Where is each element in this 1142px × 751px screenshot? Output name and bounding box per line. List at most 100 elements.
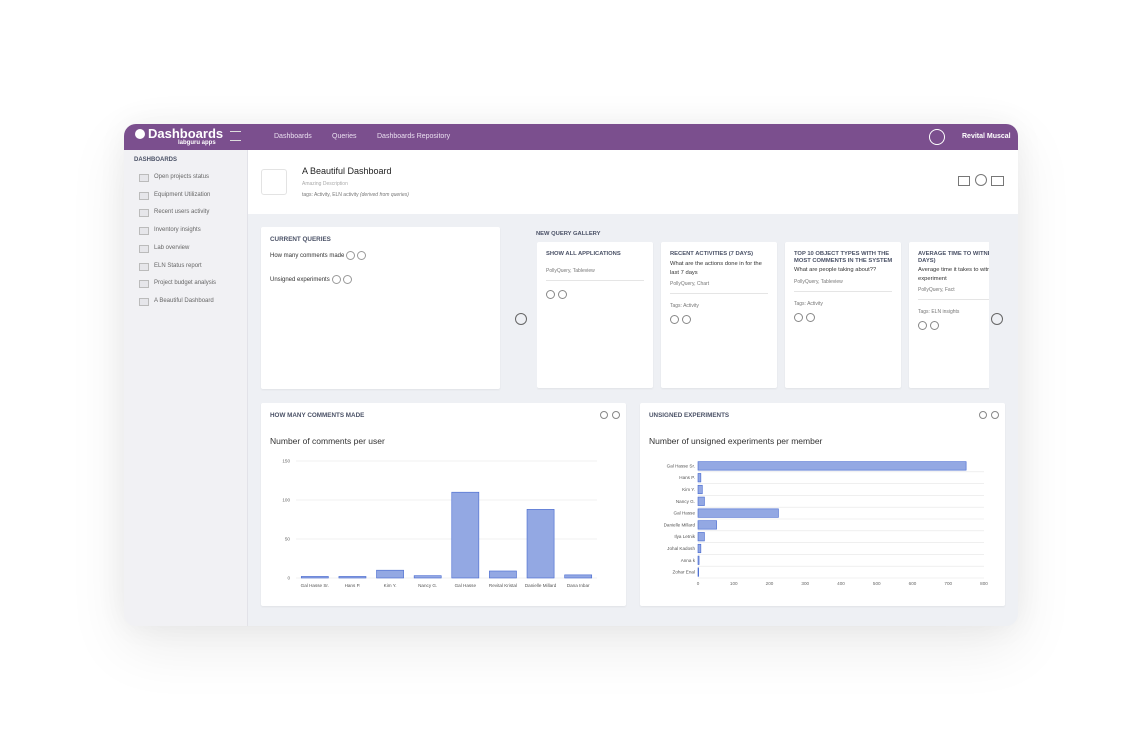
sidebar-icon[interactable] [139, 262, 149, 271]
sidebar-item[interactable]: Recent users activity [154, 209, 210, 216]
tags: tags: Activity, ELN activity [302, 192, 359, 198]
sidebar-icon[interactable] [139, 297, 149, 306]
gallery-card-title: RECENT ACTIVITIES (7 DAYS) [670, 251, 753, 257]
y-tick-label: Hans P. [679, 475, 695, 480]
bar [413, 575, 442, 579]
sidebar-item[interactable]: Project budget analysis [154, 280, 217, 287]
remove-icon[interactable] [346, 251, 356, 260]
sidebar-icon[interactable] [139, 191, 149, 200]
dashboard-tags: tags: Activity, ELN activity (derived fr… [302, 192, 409, 198]
settings-icon[interactable] [794, 313, 803, 322]
add-icon[interactable] [682, 315, 691, 324]
gallery-card-title: SHOW ALL APPLICATIONS [546, 251, 621, 257]
sidebar-icon[interactable] [139, 280, 149, 289]
divider [670, 293, 768, 294]
sidebar-item[interactable]: Inventory insights [154, 227, 201, 234]
x-tick-label: Danielle Millard [525, 583, 557, 588]
settings-icon[interactable] [357, 251, 367, 260]
sidebar-item[interactable]: Equipment Utilization [154, 191, 211, 198]
nav-link[interactable]: Dashboards Repository [377, 133, 451, 140]
bar [697, 461, 967, 471]
gallery-prev[interactable] [515, 313, 527, 325]
remove-icon[interactable] [331, 275, 341, 284]
dashboard-title: A Beautiful Dashboard [302, 166, 392, 176]
gallery-next[interactable] [991, 313, 1003, 325]
y-tick-label: Johal Kadosh [667, 546, 695, 551]
y-tick-label: Ilya Letnik [674, 534, 695, 539]
widget-title: HOW MANY COMMENTS MADE [270, 412, 364, 419]
nav-link[interactable]: Queries [332, 133, 357, 140]
settings-icon[interactable] [546, 290, 555, 299]
top-bar: Dashboards labguru apps Dashboards Queri… [124, 124, 1018, 150]
y-tick-label: Gal Hasse [674, 511, 696, 516]
sidebar-icon[interactable] [139, 174, 149, 182]
gallery-card[interactable]: TOP 10 OBJECT TYPES WITH THE MOST COMMEN… [785, 242, 901, 388]
settings-icon[interactable] [918, 321, 927, 330]
add-icon[interactable] [806, 313, 815, 322]
x-tick-label: Revital Kristal [489, 583, 517, 588]
x-tick-label: 400 [837, 581, 845, 586]
y-tick-label: 150 [282, 459, 290, 464]
gallery-card-description: What are people taking about?? [794, 267, 877, 273]
bar [300, 576, 329, 579]
x-tick-label: Gal Hasse [455, 583, 477, 588]
bar [338, 576, 367, 579]
settings-icon[interactable] [342, 275, 352, 284]
settings-icon[interactable] [979, 411, 987, 419]
bar [489, 570, 517, 579]
close-icon[interactable] [612, 411, 620, 419]
bar [697, 508, 779, 518]
close-icon[interactable] [975, 174, 987, 186]
present-icon[interactable] [958, 176, 970, 186]
tags-note: (derived from queries) [359, 192, 409, 198]
divider [546, 280, 644, 281]
y-tick-label: Kim Y. [682, 487, 695, 492]
sidebar-item[interactable]: A Beautiful Dashboard [154, 297, 214, 304]
gallery-card-title: AVERAGE TIME TO WITNESS (IN DAYS) [918, 251, 989, 264]
gallery-card[interactable]: SHOW ALL APPLICATIONS PollyQuery, Tablevi… [537, 242, 653, 388]
query-name: Unsigned experiments [270, 277, 330, 284]
nav-link[interactable]: Dashboards [274, 133, 312, 140]
settings-icon[interactable] [670, 315, 679, 324]
settings-icon[interactable] [600, 411, 608, 419]
dashboard-icon [261, 169, 287, 195]
y-tick-label: 100 [282, 498, 290, 503]
close-icon[interactable] [991, 411, 999, 419]
bar [376, 569, 404, 579]
add-icon[interactable] [930, 321, 939, 330]
gallery-card-tags: Tags: ELN insights [918, 309, 960, 315]
gallery-card-description: What are the actions done in for the las… [670, 261, 762, 276]
sidebar-icon[interactable] [139, 227, 149, 236]
sidebar-item[interactable]: Lab overview [154, 244, 190, 251]
gallery-card-tags: Tags: Activity [794, 301, 823, 307]
sidebar-item[interactable]: ELN Status report [154, 262, 202, 269]
x-tick-label: Nancy G. [418, 583, 437, 588]
avatar[interactable] [929, 129, 945, 145]
sidebar-icon[interactable] [139, 209, 149, 218]
gallery-card-source: PollyQuery, Tableview [794, 279, 843, 285]
menu-icon[interactable] [230, 131, 241, 141]
query-name: How many comments made [270, 253, 345, 260]
user-name[interactable]: Revital Muscal [962, 133, 1011, 140]
screen-icon[interactable] [991, 176, 1004, 186]
gallery-card[interactable]: AVERAGE TIME TO WITNESS (IN DAYS) Average… [909, 242, 989, 388]
sidebar-item[interactable]: Open projects status [154, 174, 210, 180]
bar [697, 532, 705, 542]
add-icon[interactable] [558, 290, 567, 299]
bar [697, 496, 705, 506]
chart: UNSIGNED EXPERIMENTS Number of unsigned e… [649, 411, 999, 586]
app-window: Dashboards labguru apps Dashboards Queri… [124, 124, 1018, 626]
x-tick-label: Kim Y. [384, 583, 397, 588]
chart-title: Number of unsigned experiments per membe… [649, 436, 823, 446]
sidebar-icon[interactable] [139, 244, 149, 253]
gallery-card[interactable]: RECENT ACTIVITIES (7 DAYS) What are the a… [661, 242, 777, 388]
divider [918, 299, 989, 300]
logo: Dashboards [148, 126, 224, 141]
y-tick-label: 50 [285, 537, 291, 542]
card-title: CURRENT QUERIES [270, 236, 331, 243]
gallery-card-source: PollyQuery, Fact [918, 287, 955, 293]
x-tick-label: 300 [801, 581, 809, 586]
chart: HOW MANY COMMENTS MADE Number of comments… [270, 411, 620, 588]
x-tick-label: Hans P. [345, 583, 361, 588]
